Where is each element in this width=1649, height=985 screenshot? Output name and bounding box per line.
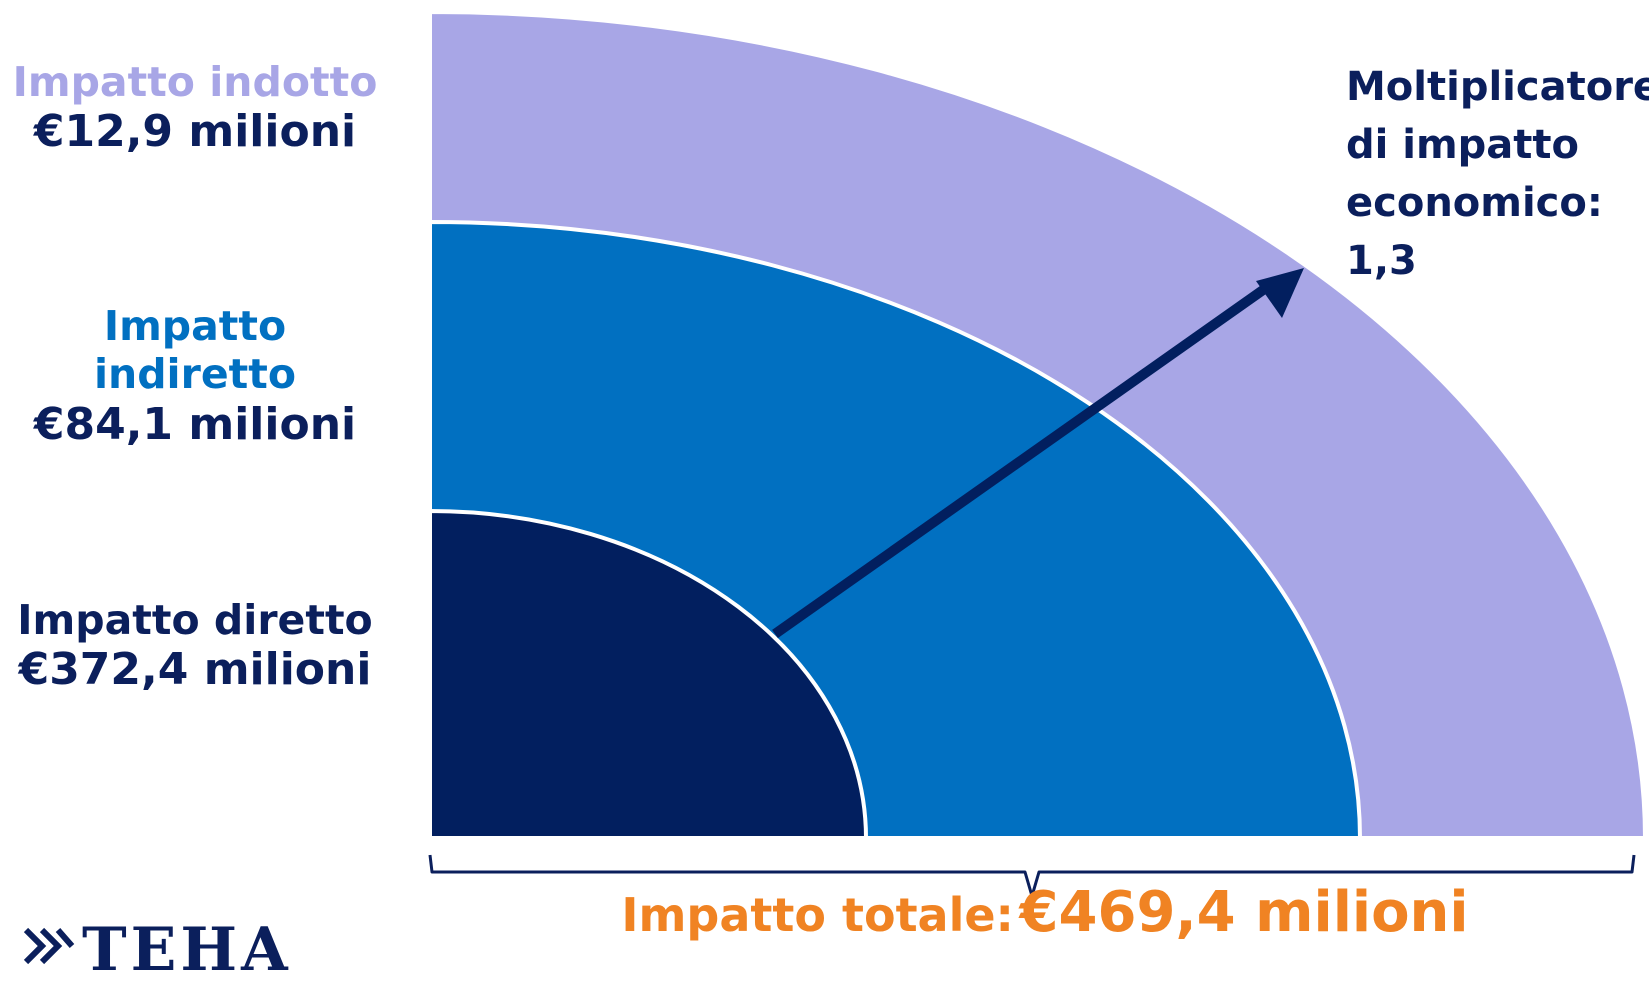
multiplier-line-1: Moltiplicatore [1346, 64, 1649, 110]
total-brace [428, 854, 1636, 898]
diretto-value: €372,4 milioni [18, 644, 372, 696]
label-indiretto: Impatto indiretto €84,1 milioni [0, 302, 390, 451]
total-label: Impatto totale: [621, 888, 1014, 942]
multiplier-line-2: di impatto [1346, 122, 1580, 168]
indiretto-value: €84,1 milioni [33, 398, 357, 450]
teha-logo: TEHA [22, 920, 292, 980]
logo-text: TEHA [82, 915, 292, 985]
label-indotto: Impatto indotto €12,9 milioni [0, 58, 390, 158]
ring-diretto [428, 508, 869, 840]
total-impact: Impatto totale: €469,4 milioni [430, 880, 1649, 945]
impact-chart [428, 12, 1645, 898]
diretto-title: Impatto diretto [17, 596, 373, 644]
multiplier-arrow [772, 268, 1304, 639]
multiplier-arrow-shaft [772, 285, 1266, 639]
multiplier-arrow-head [1256, 268, 1304, 318]
multiplier-value: 1,3 [1346, 238, 1417, 284]
label-diretto: Impatto diretto €372,4 milioni [0, 596, 390, 696]
indotto-value: €12,9 milioni [33, 106, 357, 158]
teha-logo-icon [23, 927, 75, 965]
indiretto-title: Impatto indiretto [93, 302, 297, 399]
multiplier-label: Moltiplicatore di impatto economico: 1,3 [1346, 58, 1649, 290]
multiplier-line-3: economico: [1346, 180, 1603, 226]
indotto-title: Impatto indotto [12, 58, 378, 106]
total-value: €469,4 milioni [1019, 880, 1469, 945]
